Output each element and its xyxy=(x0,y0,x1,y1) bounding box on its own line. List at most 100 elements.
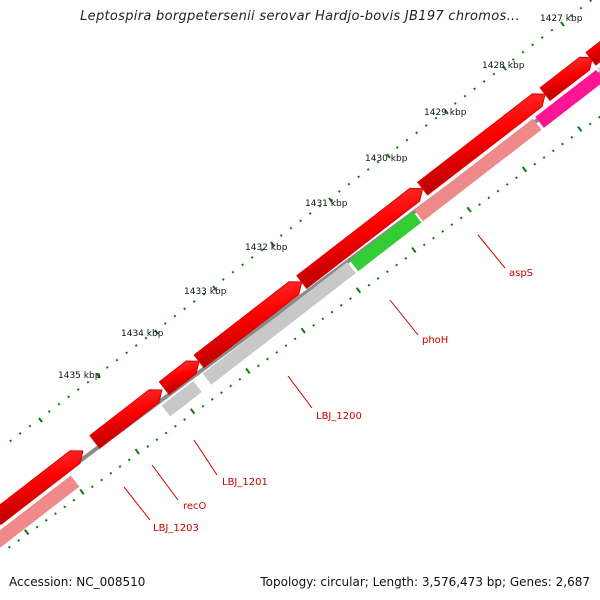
outer-tick xyxy=(192,300,196,303)
outer-tick xyxy=(366,168,370,171)
tick-label-1434: 1434 kbp xyxy=(121,329,164,339)
inner-tick xyxy=(367,283,371,287)
outer-tick xyxy=(318,204,322,208)
inner-tick xyxy=(561,142,564,146)
backbone xyxy=(0,70,600,524)
map-title: Leptospira borgpetersenii serovar Hardjo… xyxy=(80,9,520,24)
outer-tick xyxy=(482,80,486,83)
inner-tick xyxy=(90,485,94,489)
inner-tick xyxy=(183,418,186,421)
label-leader-line xyxy=(477,234,506,269)
outer-tick xyxy=(9,439,13,443)
genome-summary: Topology: circular; Length: 3,576,473 bp… xyxy=(260,575,590,589)
gene-label-lbj_1200: LBJ_1200 xyxy=(316,411,362,422)
label-leader-line xyxy=(151,464,179,501)
outer-tick xyxy=(550,28,554,32)
outer-tick xyxy=(18,432,22,435)
inner-tick xyxy=(293,337,297,341)
inner-tick xyxy=(432,236,435,240)
outer-tick xyxy=(569,14,573,17)
inner-tick xyxy=(459,216,463,220)
inner-tick xyxy=(245,367,251,374)
inner-tick xyxy=(220,391,223,395)
outer-tick xyxy=(424,124,428,127)
forward-gene-arrow xyxy=(193,281,303,369)
inner-tick xyxy=(79,488,85,495)
inner-tick xyxy=(487,196,491,200)
inner-tick xyxy=(275,350,279,354)
outer-tick xyxy=(453,102,457,105)
forward-gene-arrow xyxy=(89,389,163,449)
outer-tick xyxy=(589,0,593,3)
label-leader-line xyxy=(389,299,419,336)
outer-tick xyxy=(386,153,391,159)
outer-tick xyxy=(163,322,167,325)
tick-label-1430: 1430 kbp xyxy=(365,154,408,164)
forward-strand-genes xyxy=(0,40,600,526)
inner-tick xyxy=(376,277,380,280)
outer-tick xyxy=(357,175,361,179)
outer-tick xyxy=(86,380,90,384)
outer-tick xyxy=(531,43,535,47)
outer-tick xyxy=(115,358,119,362)
outer-tick xyxy=(376,160,380,164)
outer-tick xyxy=(96,373,101,379)
inner-tick xyxy=(238,377,242,381)
tick-label-1435: 1435 kbp xyxy=(58,371,101,381)
inner-tick xyxy=(321,317,325,321)
outer-tick xyxy=(434,116,438,120)
forward-gene-arrow xyxy=(296,187,424,290)
inner-tick xyxy=(118,465,122,468)
inner-tick xyxy=(146,445,150,448)
outer-tick xyxy=(405,138,409,142)
outer-tick xyxy=(299,219,303,223)
inner-tick xyxy=(339,303,343,307)
cog-gene-block xyxy=(0,475,80,548)
inner-tick xyxy=(450,223,454,227)
outer-tick xyxy=(241,263,244,267)
inner-tick xyxy=(577,126,583,133)
inner-tick xyxy=(496,189,500,193)
inner-tick xyxy=(478,203,481,206)
inner-tick xyxy=(256,364,260,368)
inner-tick xyxy=(521,166,528,173)
tick-label-1432: 1432 kbp xyxy=(245,243,288,253)
gene-labels: aspS phoH LBJ_1200 LBJ_1201 recO LBJ_1203 xyxy=(123,234,533,534)
inner-tick xyxy=(35,525,39,529)
gene-label-phoh: phoH xyxy=(422,335,448,346)
outer-tick xyxy=(560,21,565,27)
inner-tick xyxy=(189,408,196,415)
inner-tick xyxy=(155,438,159,442)
cog-gene-block xyxy=(535,69,600,128)
outer-tick xyxy=(308,212,312,215)
label-leader-line xyxy=(193,439,218,476)
outer-tick xyxy=(202,292,206,296)
outer-tick xyxy=(444,109,449,115)
cog-genes xyxy=(0,66,600,548)
inner-tick xyxy=(8,545,11,549)
tick-label-1433: 1433 kbp xyxy=(184,287,227,297)
forward-gene-arrow xyxy=(585,40,600,66)
inner-tick-ring xyxy=(8,115,600,549)
inner-tick xyxy=(164,431,168,435)
tick-label-1428: 1428 kbp xyxy=(482,61,525,71)
tick-label-1429: 1429 kbp xyxy=(424,108,467,118)
inner-tick xyxy=(551,149,555,153)
outer-tick xyxy=(183,307,186,311)
cog-gene-block xyxy=(597,66,600,72)
outer-tick xyxy=(76,388,80,391)
outer-tick-ring: 1427 kbp 1428 kbp 1429 kbp 1430 kbp 1431 kbp… xyxy=(9,0,593,443)
accession-text: Accession: NC_008510 xyxy=(9,575,146,589)
inner-tick xyxy=(63,505,67,509)
outer-tick xyxy=(212,285,217,291)
outer-tick xyxy=(540,36,544,39)
outer-tick xyxy=(125,351,128,355)
outer-tick xyxy=(105,366,109,369)
gene-label-lbj_1201: LBJ_1201 xyxy=(222,477,268,488)
inner-tick xyxy=(17,539,21,542)
inner-tick xyxy=(229,384,233,388)
inner-tick xyxy=(385,270,389,274)
outer-tick xyxy=(231,270,235,274)
